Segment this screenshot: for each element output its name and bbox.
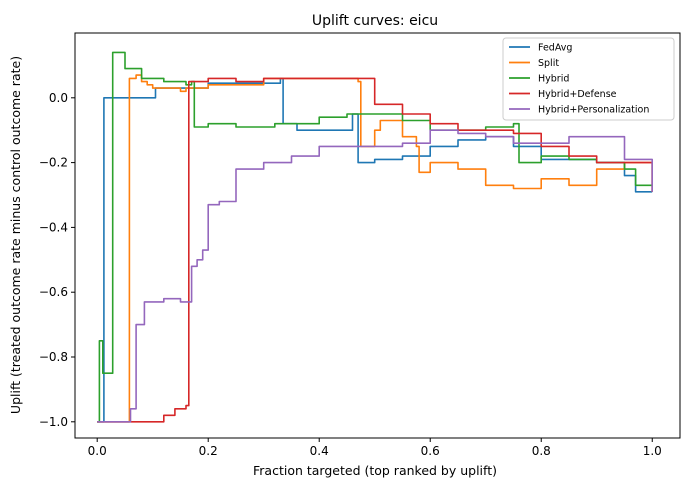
plot-frame: [74, 32, 681, 439]
legend: FedAvg Split Hybrid Hybrid+Defense Hybrid+Pe…: [502, 37, 675, 121]
x-tick-label: 0.6: [421, 444, 440, 458]
y-axis-title: Uplift (treated outcome rate minus contr…: [8, 56, 23, 414]
y-tick-label: −0.2: [39, 156, 68, 170]
chart-title: Uplift curves: eicu: [312, 13, 438, 29]
y-tick-label: −0.4: [39, 220, 68, 234]
y-tick-label: −0.6: [39, 285, 68, 299]
legend-frame: [502, 37, 675, 121]
y-tick-label: −1.0: [39, 415, 68, 429]
x-tick-label: 0.8: [532, 444, 551, 458]
y-axis: −1.0 −0.8 −0.6 −0.4 −0.2 0.0: [39, 91, 75, 429]
legend-label: FedAvg: [538, 43, 572, 54]
x-axis: 0.0 0.2 0.4 0.6 0.8 1.0: [88, 438, 662, 458]
x-tick-label: 0.4: [310, 444, 329, 458]
series-line-4: [97, 129, 653, 423]
series-line-3: [97, 77, 653, 423]
legend-label: Split: [538, 58, 559, 69]
x-tick-label: 0.2: [199, 444, 218, 458]
x-tick-label: 0.0: [88, 444, 107, 458]
series-line-1: [97, 74, 653, 423]
x-axis-title: Fraction targeted (top ranked by uplift): [253, 463, 497, 478]
y-tick-label: 0.0: [49, 91, 68, 105]
x-tick-label: 1.0: [643, 444, 662, 458]
series-layer: [97, 51, 653, 423]
legend-label: Hybrid+Defense: [538, 89, 617, 100]
legend-label: Hybrid: [538, 74, 569, 85]
y-tick-label: −0.8: [39, 350, 68, 364]
series-line-2: [97, 51, 653, 423]
legend-label: Hybrid+Personalization: [538, 105, 649, 116]
